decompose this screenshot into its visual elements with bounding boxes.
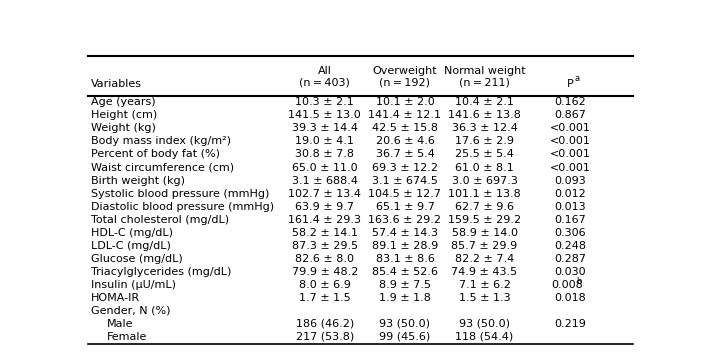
Text: 57.4 ± 14.3: 57.4 ± 14.3 — [372, 228, 438, 238]
Text: 0.018: 0.018 — [554, 293, 586, 303]
Text: Male: Male — [107, 319, 134, 329]
Text: 1.5 ± 1.3: 1.5 ± 1.3 — [458, 293, 510, 303]
Text: Overweight
(n = 192): Overweight (n = 192) — [373, 66, 437, 87]
Text: All
(n = 403): All (n = 403) — [299, 66, 350, 87]
Text: <0.001: <0.001 — [550, 149, 591, 159]
Text: Insulin (μU/mL): Insulin (μU/mL) — [91, 280, 176, 290]
Text: Birth weight (kg): Birth weight (kg) — [91, 176, 185, 185]
Text: b: b — [576, 277, 582, 286]
Text: 85.7 ± 29.9: 85.7 ± 29.9 — [451, 241, 517, 251]
Text: 19.0 ± 4.1: 19.0 ± 4.1 — [295, 136, 354, 147]
Text: Systolic blood pressure (mmHg): Systolic blood pressure (mmHg) — [91, 189, 269, 199]
Text: Gender, N (%): Gender, N (%) — [91, 306, 170, 316]
Text: 39.3 ± 14.4: 39.3 ± 14.4 — [292, 123, 358, 134]
Text: Triacylglycerides (mg/dL): Triacylglycerides (mg/dL) — [91, 267, 231, 277]
Text: 3.1 ± 688.4: 3.1 ± 688.4 — [292, 176, 358, 185]
Text: Waist circumference (cm): Waist circumference (cm) — [91, 162, 233, 172]
Text: 69.3 ± 12.2: 69.3 ± 12.2 — [372, 162, 438, 172]
Text: 3.0 ± 697.3: 3.0 ± 697.3 — [451, 176, 517, 185]
Text: 58.2 ± 14.1: 58.2 ± 14.1 — [292, 228, 358, 238]
Text: 0.867: 0.867 — [554, 111, 586, 120]
Text: 17.6 ± 2.9: 17.6 ± 2.9 — [455, 136, 514, 147]
Text: 62.7 ± 9.6: 62.7 ± 9.6 — [455, 202, 514, 212]
Text: 65.1 ± 9.7: 65.1 ± 9.7 — [375, 202, 434, 212]
Text: 0.219: 0.219 — [554, 319, 586, 329]
Text: 79.9 ± 48.2: 79.9 ± 48.2 — [292, 267, 358, 277]
Text: <0.001: <0.001 — [550, 123, 591, 134]
Text: 102.7 ± 13.4: 102.7 ± 13.4 — [288, 189, 361, 199]
Text: 101.1 ± 13.8: 101.1 ± 13.8 — [448, 189, 521, 199]
Text: 159.5 ± 29.2: 159.5 ± 29.2 — [448, 215, 521, 225]
Text: Glucose (mg/dL): Glucose (mg/dL) — [91, 254, 182, 264]
Text: 0.013: 0.013 — [554, 202, 586, 212]
Text: 63.9 ± 9.7: 63.9 ± 9.7 — [295, 202, 354, 212]
Text: 74.9 ± 43.5: 74.9 ± 43.5 — [451, 267, 517, 277]
Text: 104.5 ± 12.7: 104.5 ± 12.7 — [368, 189, 441, 199]
Text: 0.248: 0.248 — [554, 241, 586, 251]
Text: Normal weight
(n = 211): Normal weight (n = 211) — [444, 66, 525, 87]
Text: <0.001: <0.001 — [550, 136, 591, 147]
Text: LDL-C (mg/dL): LDL-C (mg/dL) — [91, 241, 170, 251]
Text: 118 (54.4): 118 (54.4) — [456, 332, 514, 342]
Text: 0.167: 0.167 — [554, 215, 586, 225]
Text: Diastolic blood pressure (mmHg): Diastolic blood pressure (mmHg) — [91, 202, 273, 212]
Text: 141.4 ± 12.1: 141.4 ± 12.1 — [368, 111, 441, 120]
Text: <0.001: <0.001 — [550, 162, 591, 172]
Text: Percent of body fat (%): Percent of body fat (%) — [91, 149, 219, 159]
Text: 0.008: 0.008 — [551, 280, 583, 290]
Text: 0.012: 0.012 — [554, 189, 586, 199]
Text: 1.9 ± 1.8: 1.9 ± 1.8 — [379, 293, 431, 303]
Text: 82.2 ± 7.4: 82.2 ± 7.4 — [455, 254, 514, 264]
Text: 163.6 ± 29.2: 163.6 ± 29.2 — [368, 215, 441, 225]
Text: 85.4 ± 52.6: 85.4 ± 52.6 — [372, 267, 438, 277]
Text: P: P — [567, 79, 574, 89]
Text: 0.093: 0.093 — [554, 176, 586, 185]
Text: 36.3 ± 12.4: 36.3 ± 12.4 — [451, 123, 517, 134]
Text: 3.1 ± 674.5: 3.1 ± 674.5 — [372, 176, 438, 185]
Text: 42.5 ± 15.8: 42.5 ± 15.8 — [372, 123, 438, 134]
Text: Female: Female — [107, 332, 148, 342]
Text: 141.6 ± 13.8: 141.6 ± 13.8 — [448, 111, 521, 120]
Text: 0.030: 0.030 — [554, 267, 586, 277]
Text: 82.6 ± 8.0: 82.6 ± 8.0 — [295, 254, 354, 264]
Text: 8.0 ± 6.9: 8.0 ± 6.9 — [299, 280, 351, 290]
Text: 36.7 ± 5.4: 36.7 ± 5.4 — [375, 149, 434, 159]
Text: 20.6 ± 4.6: 20.6 ± 4.6 — [375, 136, 434, 147]
Text: 7.1 ± 6.2: 7.1 ± 6.2 — [458, 280, 510, 290]
Text: a: a — [574, 73, 579, 82]
Text: 65.0 ± 11.0: 65.0 ± 11.0 — [292, 162, 358, 172]
Text: HOMA-IR: HOMA-IR — [91, 293, 140, 303]
Text: 161.4 ± 29.3: 161.4 ± 29.3 — [288, 215, 361, 225]
Text: 89.1 ± 28.9: 89.1 ± 28.9 — [372, 241, 438, 251]
Text: 217 (53.8): 217 (53.8) — [296, 332, 354, 342]
Text: Body mass index (kg/m²): Body mass index (kg/m²) — [91, 136, 231, 147]
Text: Variables: Variables — [91, 79, 141, 89]
Text: 93 (50.0): 93 (50.0) — [380, 319, 430, 329]
Text: 58.9 ± 14.0: 58.9 ± 14.0 — [451, 228, 517, 238]
Text: Height (cm): Height (cm) — [91, 111, 157, 120]
Text: 30.8 ± 7.8: 30.8 ± 7.8 — [295, 149, 354, 159]
Text: 10.4 ± 2.1: 10.4 ± 2.1 — [455, 98, 514, 107]
Text: 10.1 ± 2.0: 10.1 ± 2.0 — [375, 98, 434, 107]
Text: 0.162: 0.162 — [554, 98, 586, 107]
Text: 1.7 ± 1.5: 1.7 ± 1.5 — [299, 293, 351, 303]
Text: 99 (45.6): 99 (45.6) — [380, 332, 431, 342]
Text: Age (years): Age (years) — [91, 98, 155, 107]
Text: 141.5 ± 13.0: 141.5 ± 13.0 — [288, 111, 361, 120]
Text: 8.9 ± 7.5: 8.9 ± 7.5 — [379, 280, 431, 290]
Text: 10.3 ± 2.1: 10.3 ± 2.1 — [295, 98, 354, 107]
Text: 83.1 ± 8.6: 83.1 ± 8.6 — [375, 254, 434, 264]
Text: Weight (kg): Weight (kg) — [91, 123, 155, 134]
Text: 0.287: 0.287 — [554, 254, 586, 264]
Text: 25.5 ± 5.4: 25.5 ± 5.4 — [455, 149, 514, 159]
Text: 186 (46.2): 186 (46.2) — [296, 319, 354, 329]
Text: 93 (50.0): 93 (50.0) — [459, 319, 510, 329]
Text: 61.0 ± 8.1: 61.0 ± 8.1 — [455, 162, 514, 172]
Text: 87.3 ± 29.5: 87.3 ± 29.5 — [292, 241, 358, 251]
Text: Total cholesterol (mg/dL): Total cholesterol (mg/dL) — [91, 215, 228, 225]
Text: 0.306: 0.306 — [554, 228, 586, 238]
Text: HDL-C (mg/dL): HDL-C (mg/dL) — [91, 228, 173, 238]
